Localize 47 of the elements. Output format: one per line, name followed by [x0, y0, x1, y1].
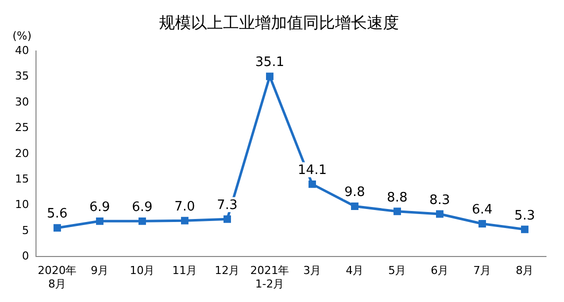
y-tick-label: 5: [22, 224, 29, 237]
point: [308, 180, 316, 188]
x-tick-label: 7月: [473, 264, 492, 278]
point: [266, 72, 274, 80]
x-tick-label: 8月: [516, 264, 534, 278]
point: [394, 208, 401, 216]
x-tick-label: 3月: [303, 264, 322, 278]
data-label: 14.1: [298, 163, 327, 178]
data-label: 5.6: [46, 206, 68, 222]
point: [138, 217, 146, 225]
y-tick-label: 30: [14, 95, 29, 108]
y-axis-title: (%): [12, 30, 32, 43]
x-tick-label: 4月: [346, 264, 364, 278]
y-tick-label: 25: [14, 121, 29, 134]
x-tick-label: 5月: [388, 264, 406, 278]
y-tick-label: 15: [14, 172, 29, 186]
y-tick-label: 10: [14, 198, 29, 212]
chart-title: 规模以上工业增加值同比增长速度: [159, 12, 399, 32]
y-tick-label: 40: [14, 44, 29, 58]
data-label: 7.0: [174, 200, 196, 215]
y-tick-label: 20: [14, 146, 29, 160]
point: [54, 224, 61, 232]
x-tick-label: 11月: [172, 264, 198, 278]
point: [224, 215, 231, 223]
data-label: 9.8: [344, 185, 366, 200]
point: [436, 210, 444, 218]
x-tick-label: 10月: [130, 264, 155, 278]
y-tick-label: 0: [22, 249, 29, 262]
point: [96, 217, 104, 225]
point: [478, 220, 486, 228]
x-tick-label: 6月: [430, 264, 449, 278]
data-label: 7.3: [216, 198, 238, 213]
data-label: 6.9: [89, 200, 110, 216]
x-tick-label: 9月: [90, 264, 109, 278]
data-label: 8.8: [386, 190, 408, 206]
point: [351, 202, 358, 210]
data-label: 35.1: [255, 55, 284, 70]
x-tick-label: 12月: [214, 264, 240, 278]
point: [521, 226, 528, 234]
data-label: 8.3: [429, 192, 450, 208]
point: [181, 216, 188, 224]
data-label: 5.3: [514, 208, 536, 224]
data-label: 6.9: [132, 200, 153, 216]
x-tick-label: 2020年 8月: [38, 264, 77, 290]
y-tick-label: 35: [14, 70, 29, 83]
data-label: 6.4: [472, 202, 493, 218]
x-tick-label: 2021年 1-2月: [250, 264, 290, 290]
